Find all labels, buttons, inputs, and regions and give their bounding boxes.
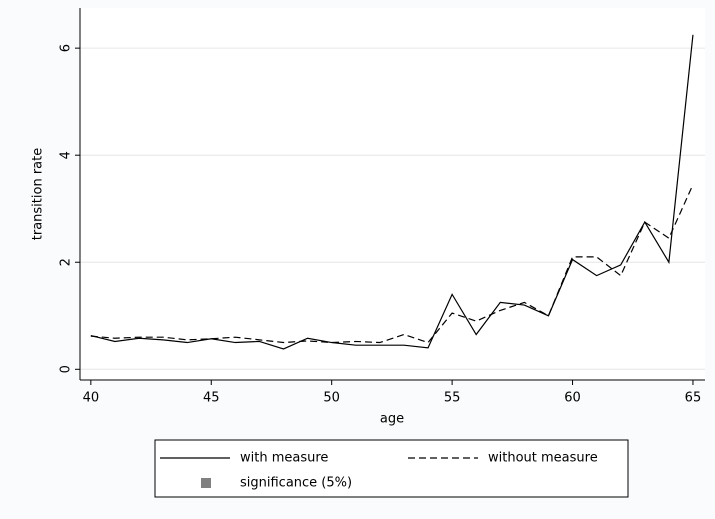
legend-label: with measure bbox=[240, 451, 328, 466]
x-tick-label: 50 bbox=[323, 391, 340, 406]
x-tick-label: 45 bbox=[203, 391, 220, 406]
y-tick-label: 4 bbox=[59, 151, 74, 159]
x-tick-label: 65 bbox=[685, 391, 702, 406]
legend-label: without measure bbox=[488, 451, 598, 466]
y-tick-label: 6 bbox=[59, 44, 74, 52]
plot-area bbox=[80, 8, 705, 380]
y-tick-label: 0 bbox=[59, 365, 74, 373]
y-axis-title: transition rate bbox=[31, 148, 46, 240]
x-tick-label: 60 bbox=[564, 391, 581, 406]
x-tick-label: 55 bbox=[444, 391, 461, 406]
legend-box bbox=[154, 439, 629, 498]
x-axis-title: age bbox=[380, 412, 404, 427]
legend-marker bbox=[201, 478, 211, 488]
series-line bbox=[90, 184, 694, 344]
series-line bbox=[90, 34, 694, 350]
x-tick-label: 40 bbox=[83, 391, 100, 406]
y-tick-label: 2 bbox=[59, 258, 74, 266]
legend-label: significance (5%) bbox=[240, 476, 352, 491]
